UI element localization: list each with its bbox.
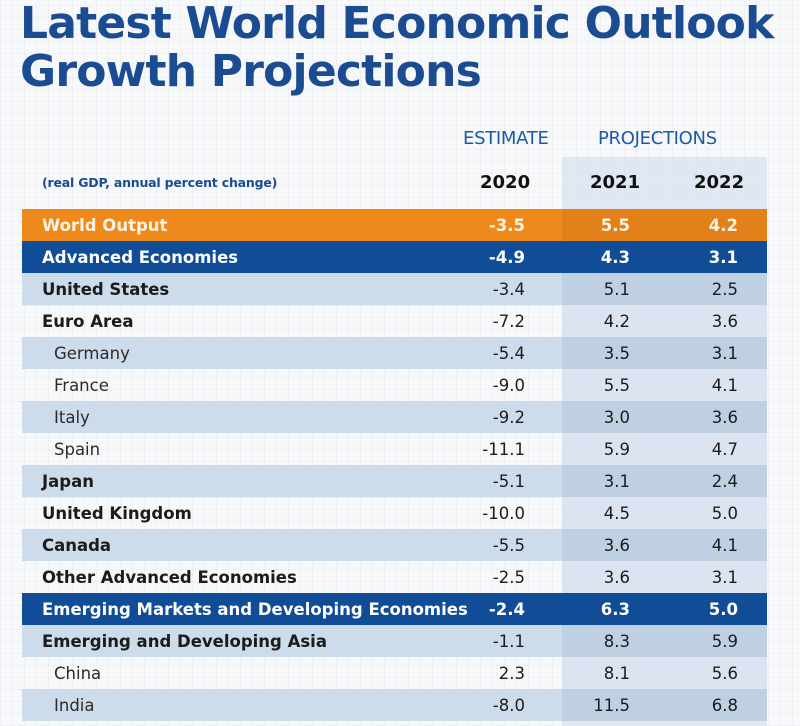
row-label: Spain	[54, 439, 101, 459]
estimate-header: ESTIMATE	[463, 128, 549, 149]
value-2021: 4.3	[600, 247, 630, 267]
table-row: China 2.3 8.1 5.6	[22, 657, 767, 689]
value-2022: 3.1	[711, 567, 738, 587]
value-2022: 3.6	[711, 311, 738, 331]
row-label: Other Advanced Economies	[42, 567, 297, 587]
value-2020: -5.5	[492, 535, 525, 555]
value-2020: -10.0	[482, 503, 525, 523]
table-row: United States -3.4 5.1 2.5	[22, 273, 767, 305]
value-2021: 6.3	[600, 599, 630, 619]
table-row: Advanced Economies -4.9 4.3 3.1	[22, 241, 767, 273]
row-label: Emerging Markets and Developing Economie…	[42, 599, 468, 619]
value-2021: 3.6	[603, 567, 630, 587]
value-2021: 5.5	[600, 215, 630, 235]
value-2021: 11.5	[593, 695, 630, 715]
page-title: Latest World Economic Outlook Growth Pro…	[20, 0, 774, 96]
table-row: Emerging Markets and Developing Economie…	[22, 593, 767, 625]
value-2020: -9.2	[492, 407, 525, 427]
value-2021: 5.5	[603, 375, 630, 395]
table-row: India -8.0 11.5 6.8	[22, 689, 767, 721]
row-label: China	[54, 663, 102, 683]
projections-header: PROJECTIONS	[598, 128, 717, 149]
value-2020: -3.4	[492, 279, 525, 299]
value-2022: 5.0	[711, 503, 738, 523]
value-2021: 4.2	[603, 311, 630, 331]
value-2021: 8.1	[603, 663, 630, 683]
row-label: France	[54, 375, 109, 395]
row-label: India	[54, 695, 95, 715]
value-2020: -7.2	[492, 311, 525, 331]
table-row: Euro Area -7.2 4.2 3.6	[22, 305, 767, 337]
table-row: Italy -9.2 3.0 3.6	[22, 401, 767, 433]
value-2021: 5.1	[603, 279, 630, 299]
table-row: Canada -5.5 3.6 4.1	[22, 529, 767, 561]
table-row: Other Advanced Economies -2.5 3.6 3.1	[22, 561, 767, 593]
value-2020: -11.1	[482, 439, 525, 459]
value-2022: 3.6	[711, 407, 738, 427]
table-row: United Kingdom -10.0 4.5 5.0	[22, 497, 767, 529]
growth-table: World Output -3.5 5.5 4.2 Advanced Economies…	[22, 209, 767, 721]
table-row: Emerging and Developing Asia -1.1 8.3 5.9	[22, 625, 767, 657]
value-2022: 3.1	[711, 343, 738, 363]
row-label: United States	[42, 279, 170, 299]
row-label: Canada	[42, 535, 112, 555]
value-2022: 2.5	[711, 279, 738, 299]
row-label: World Output	[42, 215, 168, 235]
year-header-2021: 2021	[590, 172, 641, 193]
value-2021: 3.5	[603, 343, 630, 363]
value-2021: 3.6	[603, 535, 630, 555]
value-2022: 4.1	[711, 535, 738, 555]
table-row: World Output -3.5 5.5 4.2	[22, 209, 767, 241]
value-2020: -5.1	[492, 471, 525, 491]
value-2022: 4.2	[708, 215, 738, 235]
title-line-1: Latest World Economic Outlook	[20, 0, 774, 49]
value-2022: 3.1	[708, 247, 738, 267]
value-2021: 3.0	[603, 407, 630, 427]
value-2020: -2.5	[492, 567, 525, 587]
row-label: Euro Area	[42, 311, 134, 331]
value-2020: -3.5	[488, 215, 525, 235]
value-2020: -5.4	[492, 343, 525, 363]
value-2020: -4.9	[488, 247, 525, 267]
table-row: Spain -11.1 5.9 4.7	[22, 433, 767, 465]
value-2021: 8.3	[603, 631, 630, 651]
value-2020: -9.0	[492, 375, 525, 395]
row-label: Japan	[42, 471, 94, 491]
row-label: Italy	[54, 407, 90, 427]
value-2021: 5.9	[603, 439, 630, 459]
year-header-2020: 2020	[480, 172, 531, 193]
value-2020: -2.4	[488, 599, 525, 619]
value-2022: 5.6	[711, 663, 738, 683]
units-subtitle: (real GDP, annual percent change)	[42, 175, 278, 190]
value-2021: 4.5	[603, 503, 630, 523]
value-2022: 5.0	[708, 599, 738, 619]
row-label: Germany	[54, 343, 130, 363]
value-2020: -8.0	[492, 695, 525, 715]
year-header-2022: 2022	[694, 172, 745, 193]
value-2022: 5.9	[711, 631, 738, 651]
value-2020: 2.3	[498, 663, 525, 683]
row-label: Emerging and Developing Asia	[42, 631, 327, 651]
table-row: Japan -5.1 3.1 2.4	[22, 465, 767, 497]
value-2022: 6.8	[711, 695, 738, 715]
table-row: Germany -5.4 3.5 3.1	[22, 337, 767, 369]
value-2022: 4.1	[711, 375, 738, 395]
row-label: Advanced Economies	[42, 247, 239, 267]
table-row: France -9.0 5.5 4.1	[22, 369, 767, 401]
title-line-2: Growth Projections	[20, 46, 482, 97]
value-2020: -1.1	[492, 631, 525, 651]
value-2022: 4.7	[711, 439, 738, 459]
row-label: United Kingdom	[42, 503, 192, 523]
value-2022: 2.4	[711, 471, 738, 491]
value-2021: 3.1	[603, 471, 630, 491]
